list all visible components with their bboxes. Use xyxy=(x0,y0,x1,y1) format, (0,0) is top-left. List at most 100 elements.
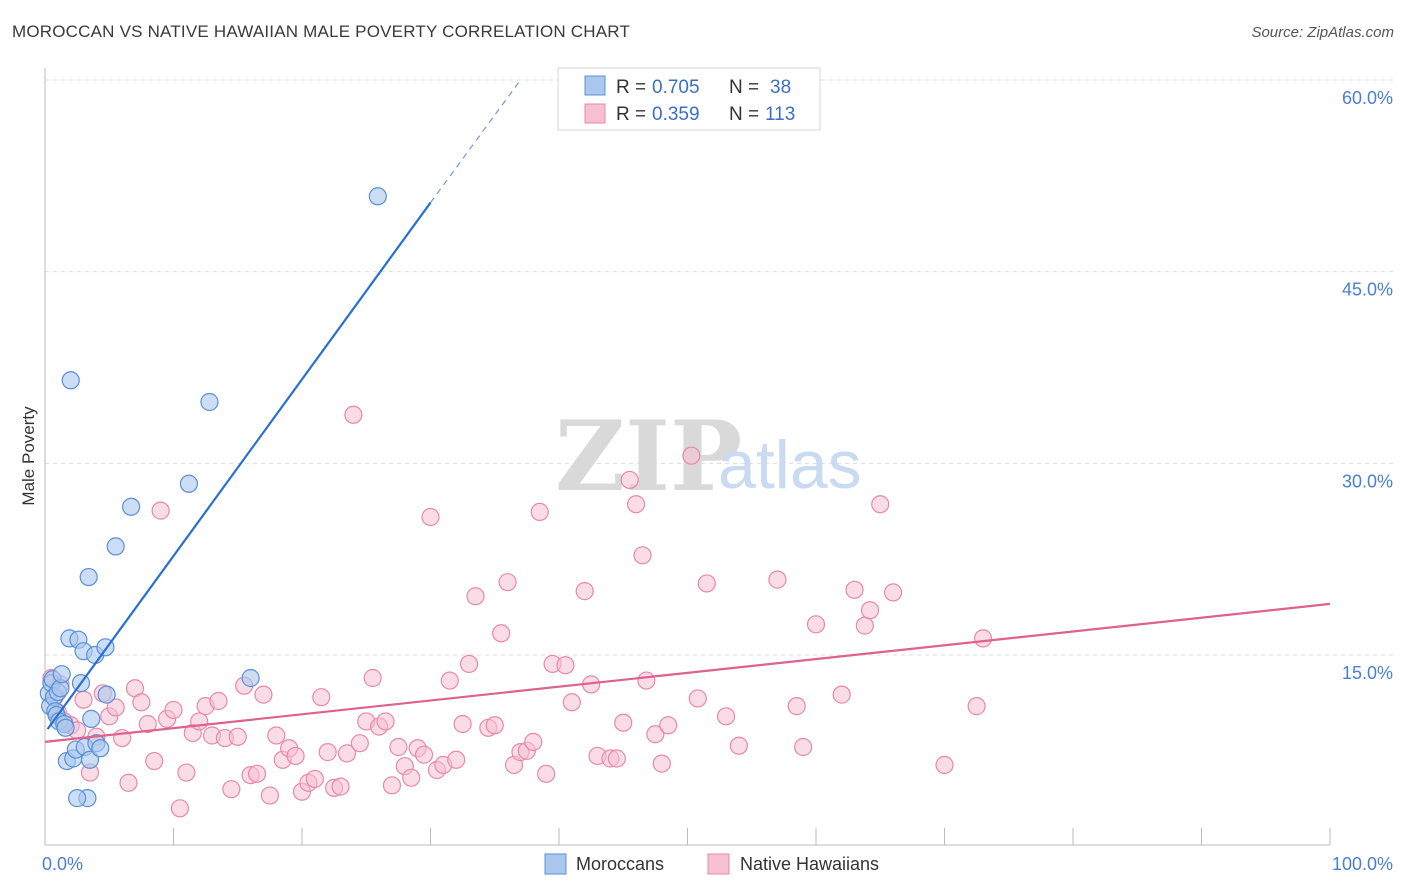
point-native-hawaiians-100 xyxy=(768,570,787,589)
point-native-hawaiians-22 xyxy=(170,799,190,818)
legend-n-value-moroccans: 38 xyxy=(770,77,791,98)
point-moroccans-28 xyxy=(91,739,110,758)
point-moroccans-34 xyxy=(200,392,219,412)
point-native-hawaiians-97 xyxy=(697,574,716,593)
point-moroccans-37 xyxy=(368,187,387,206)
point-moroccans-15 xyxy=(61,371,80,390)
point-native-hawaiians-21 xyxy=(164,700,183,720)
point-native-hawaiians-48 xyxy=(337,744,357,763)
legend-r-label-moroccans: R = xyxy=(616,77,646,98)
point-native-hawaiians-112 xyxy=(973,629,993,648)
legend-bottom-swatch-hawaiians xyxy=(707,853,730,875)
point-native-hawaiians-95 xyxy=(682,446,701,465)
y-axis-label: Male Poverty xyxy=(19,406,38,506)
point-native-hawaiians-36 xyxy=(260,786,279,805)
point-native-hawaiians-71 xyxy=(492,624,511,643)
series-moroccans-points xyxy=(39,187,387,808)
point-native-hawaiians-68 xyxy=(466,587,485,606)
trend-line-native-hawaiians xyxy=(44,602,1331,743)
point-native-hawaiians-43 xyxy=(305,769,324,789)
chart-source: Source: ZipAtlas.com xyxy=(1251,24,1394,41)
point-native-hawaiians-90 xyxy=(633,546,652,565)
watermark-zip: ZIP xyxy=(555,400,742,513)
point-native-hawaiians-108 xyxy=(871,495,890,514)
x-tick-label-min: 0.0% xyxy=(42,854,83,874)
point-native-hawaiians-65 xyxy=(447,750,466,769)
x-tick-marks xyxy=(44,828,1331,845)
point-native-hawaiians-110 xyxy=(935,755,954,774)
point-native-hawaiians-54 xyxy=(376,712,395,731)
point-native-hawaiians-78 xyxy=(537,764,556,783)
point-moroccans-35 xyxy=(241,668,260,688)
point-native-hawaiians-61 xyxy=(421,507,440,527)
point-native-hawaiians-35 xyxy=(254,685,273,704)
point-native-hawaiians-34 xyxy=(247,764,267,783)
point-native-hawaiians-47 xyxy=(331,777,350,796)
watermark: ZIP atlas xyxy=(555,400,862,513)
point-native-hawaiians-66 xyxy=(453,714,472,734)
point-native-hawaiians-40 xyxy=(286,746,305,766)
point-native-hawaiians-45 xyxy=(318,743,337,762)
point-native-hawaiians-70 xyxy=(485,716,504,735)
point-native-hawaiians-91 xyxy=(637,671,656,690)
legend-n-value-hawaiians: 113 xyxy=(765,104,795,125)
point-native-hawaiians-82 xyxy=(575,582,594,601)
point-native-hawaiians-28 xyxy=(209,691,228,711)
y-tick-label-45: 45.0% xyxy=(1342,280,1393,300)
y-tick-label-60: 60.0% xyxy=(1342,88,1393,108)
point-native-hawaiians-94 xyxy=(659,716,678,735)
point-native-hawaiians-72 xyxy=(498,573,517,592)
point-native-hawaiians-60 xyxy=(414,745,434,764)
point-native-hawaiians-67 xyxy=(459,654,479,674)
point-native-hawaiians-50 xyxy=(350,734,369,753)
point-moroccans-12 xyxy=(56,718,75,737)
point-native-hawaiians-106 xyxy=(855,616,874,635)
point-moroccans-10 xyxy=(52,665,71,684)
point-native-hawaiians-77 xyxy=(530,502,549,521)
point-native-hawaiians-99 xyxy=(729,736,749,755)
point-native-hawaiians-30 xyxy=(222,780,241,799)
point-native-hawaiians-98 xyxy=(716,707,736,726)
point-native-hawaiians-111 xyxy=(967,697,986,716)
y-tick-labels: 15.0% 30.0% 45.0% 60.0% xyxy=(1342,88,1393,683)
point-native-hawaiians-93 xyxy=(652,754,671,773)
point-native-hawaiians-81 xyxy=(562,693,581,712)
point-native-hawaiians-87 xyxy=(614,713,633,732)
point-native-hawaiians-76 xyxy=(524,732,543,751)
legend-r-label-hawaiians: R = xyxy=(616,104,646,125)
legend-bottom-label-moroccans: Moroccans xyxy=(576,854,664,874)
point-native-hawaiians-12 xyxy=(106,698,125,717)
point-native-hawaiians-80 xyxy=(556,656,575,675)
trend-lines xyxy=(44,79,1331,743)
point-native-hawaiians-23 xyxy=(177,763,196,782)
point-native-hawaiians-86 xyxy=(607,749,626,768)
legend-bottom-swatch-moroccans xyxy=(544,853,567,875)
point-moroccans-30 xyxy=(97,685,116,704)
point-native-hawaiians-88 xyxy=(620,470,639,490)
point-moroccans-36 xyxy=(68,789,87,808)
point-native-hawaiians-104 xyxy=(832,685,851,704)
point-moroccans-31 xyxy=(106,537,125,556)
point-native-hawaiians-37 xyxy=(267,726,286,745)
point-native-hawaiians-7 xyxy=(74,690,93,709)
point-moroccans-24 xyxy=(80,750,100,769)
grid-lines xyxy=(45,79,1395,656)
legend-bottom: Moroccans Native Hawaiians xyxy=(544,853,879,875)
trend-line-moroccans xyxy=(46,202,432,730)
point-native-hawaiians-19 xyxy=(151,501,170,520)
point-native-hawaiians-96 xyxy=(688,689,707,708)
trend-line-moroccans-extension xyxy=(430,79,521,204)
point-moroccans-23 xyxy=(79,567,98,587)
legend-n-label-moroccans: N = xyxy=(729,77,759,98)
point-native-hawaiians-89 xyxy=(626,495,646,514)
point-native-hawaiians-103 xyxy=(806,615,826,634)
point-native-hawaiians-58 xyxy=(402,768,421,787)
point-native-hawaiians-52 xyxy=(363,668,382,688)
point-native-hawaiians-56 xyxy=(389,737,408,757)
chart-title: MOROCCAN VS NATIVE HAWAIIAN MALE POVERTY… xyxy=(12,22,631,41)
point-native-hawaiians-101 xyxy=(787,697,806,716)
legend-top: R = 0.705 N = 38 R = 0.359 N = 113 xyxy=(557,67,821,131)
point-native-hawaiians-17 xyxy=(138,714,157,734)
point-moroccans-25 xyxy=(82,709,101,728)
